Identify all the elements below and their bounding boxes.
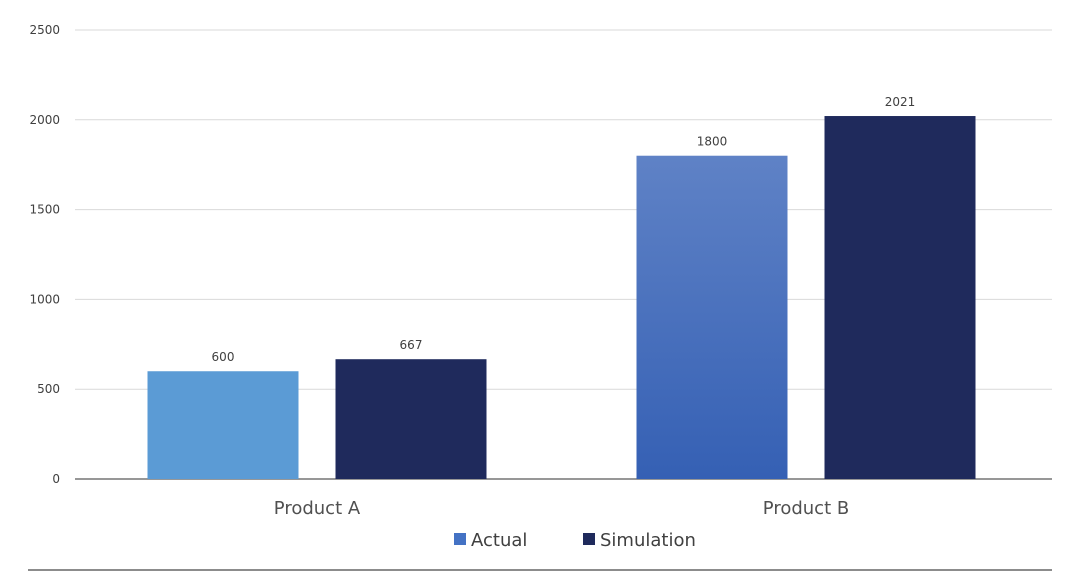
category-label: Product A [274,498,361,519]
legend-label-simulation: Simulation [600,530,696,551]
legend-swatch-simulation [583,533,595,545]
bars [147,116,976,480]
bar-simulation-product-a [335,359,487,479]
y-tick-label: 1500 [29,203,60,217]
data-label: 600 [212,350,235,364]
legend-swatch-actual [454,533,466,545]
y-tick-label: 1000 [29,292,60,306]
category-label: Product B [763,498,849,519]
data-label: 667 [400,338,423,352]
y-tick-label: 500 [37,382,60,396]
bar-actual-product-a [147,371,299,479]
y-axis-tick-labels: 0 500 1000 1500 2000 2500 [29,23,60,486]
y-tick-label: 2000 [29,113,60,127]
y-tick-label: 2500 [29,23,60,37]
data-labels: 600 667 1800 2021 [212,95,916,364]
y-tick-label: 0 [52,472,60,486]
bar-actual-product-b [636,155,788,479]
data-label: 2021 [885,95,916,109]
x-axis-category-labels: Product A Product B [274,498,849,519]
bar-simulation-product-b [824,116,976,480]
legend: Actual Simulation [454,530,696,551]
data-label: 1800 [697,135,728,149]
legend-label-actual: Actual [471,530,527,551]
